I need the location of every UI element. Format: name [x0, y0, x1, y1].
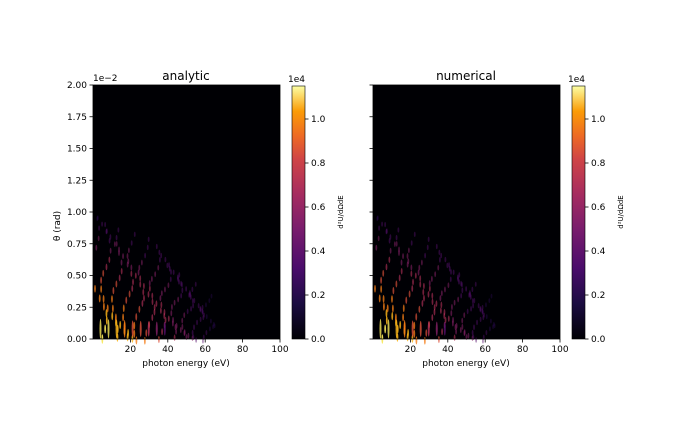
colorbar-gradient	[571, 85, 586, 340]
colorbar-label: d²U/dΩdE	[337, 195, 345, 228]
x-tick-label: 80	[517, 345, 529, 355]
x-axis-label: photon energy (eV)	[422, 359, 509, 369]
y-tick-label: 2.00	[67, 81, 87, 91]
heatmap-texture	[374, 215, 496, 345]
y-ticks: 0.00 0.25 0.50 0.75 1.00 1.25 1.50 1.75 2.00	[67, 81, 93, 345]
colorbar-tick-label: 0.2	[311, 291, 325, 301]
colorbar-label: d²U/dΩdE	[617, 195, 625, 228]
panel-analytic: analytic 1e−2 0.00 0.25 0.50 0.75 1.00 1.25 1.…	[53, 69, 345, 369]
colorbar-tick-label: 0.4	[591, 247, 606, 257]
y-tick-label: 1.25	[67, 176, 87, 186]
y-axis-label: θ (rad)	[53, 211, 63, 241]
heatmap-area	[93, 85, 280, 339]
colorbar-tick-label: 0.2	[591, 291, 605, 301]
x-ticks: 20 40 60 80 100	[405, 339, 569, 355]
x-tick-label: 60	[199, 345, 211, 355]
colorbar-offset-label: 1e4	[288, 75, 305, 85]
x-ticks: 20 40 60 80 100	[125, 339, 289, 355]
colorbar-tick-label: 1.0	[591, 115, 606, 125]
x-tick-label: 60	[479, 345, 491, 355]
colorbar-tick-label: 0.6	[311, 203, 326, 213]
x-tick-label: 40	[442, 345, 454, 355]
y-tick-label: 0.25	[67, 303, 87, 313]
colorbar-tick-label: 1.0	[311, 115, 326, 125]
colorbar-ticks: 0.0 0.2 0.4 0.6 0.8 1.0	[585, 115, 606, 345]
y-ticks	[369, 84, 373, 340]
y-offset-label: 1e−2	[93, 74, 118, 84]
colorbar-gradient	[291, 85, 306, 340]
x-axis-label: photon energy (eV)	[142, 359, 229, 369]
x-tick-label: 100	[271, 345, 288, 355]
colorbar-ticks: 0.0 0.2 0.4 0.6 0.8 1.0	[305, 115, 326, 345]
x-tick-label: 20	[125, 345, 137, 355]
y-tick-label: 1.00	[67, 208, 87, 218]
panel-title: numerical	[436, 69, 496, 83]
x-tick-label: 40	[162, 345, 174, 355]
y-tick-label: 1.50	[67, 145, 87, 155]
panel-title: analytic	[162, 69, 209, 83]
x-tick-label: 20	[405, 345, 417, 355]
colorbar: 1e4 0.0 0.2 0.4 0.6 0.8 1.0 d²U/dΩdE	[288, 75, 345, 345]
colorbar-tick-label: 0.8	[591, 159, 606, 169]
y-tick-label: 0.50	[67, 272, 87, 282]
colorbar-offset-label: 1e4	[568, 75, 585, 85]
panel-numerical: numerical 20 40 60 80 100 photon energy (eV)…	[369, 69, 625, 369]
colorbar-tick-label: 0.8	[311, 159, 326, 169]
colorbar-tick-label: 0.0	[591, 335, 606, 345]
heatmap-texture	[94, 215, 216, 345]
y-tick-label: 0.75	[67, 240, 87, 250]
heatmap-area	[373, 85, 560, 339]
y-tick-label: 1.75	[67, 113, 87, 123]
x-tick-label: 80	[237, 345, 249, 355]
colorbar-tick-label: 0.4	[311, 247, 326, 257]
colorbar-tick-label: 0.0	[311, 335, 326, 345]
colorbar: 1e4 0.0 0.2 0.4 0.6 0.8 1.0 d²U/dΩdE	[568, 75, 625, 345]
y-tick-label: 0.00	[67, 335, 87, 345]
x-tick-label: 100	[551, 345, 568, 355]
colorbar-tick-label: 0.6	[591, 203, 606, 213]
